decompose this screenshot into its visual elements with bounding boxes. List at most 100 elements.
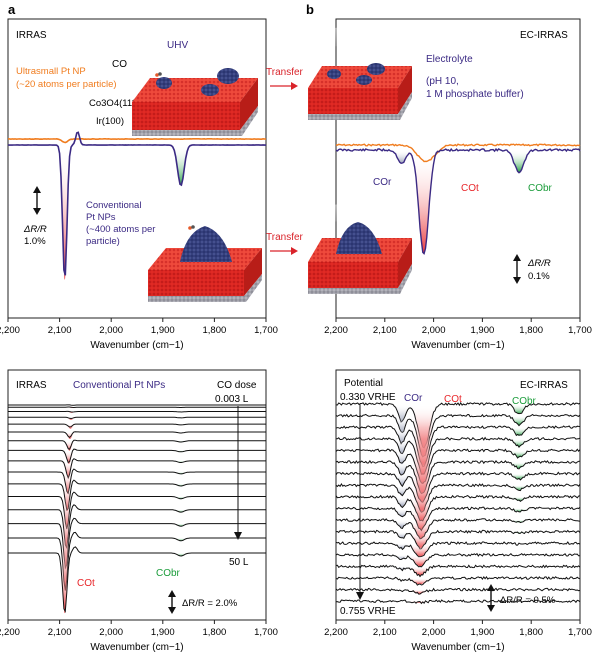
conventional-label-line1: Conventional	[86, 200, 141, 211]
peak-fill-d-cot	[402, 578, 437, 585]
spectrum-d	[335, 425, 581, 468]
x-tick-label: 2,100	[373, 325, 397, 336]
peak-fill-d-cobr	[505, 427, 533, 436]
panel-d-frame	[335, 369, 581, 621]
transfer-label-bottom: Transfer	[266, 232, 304, 243]
scalebar-b-label: ΔR/R	[527, 258, 551, 269]
spectrum-d	[335, 552, 580, 568]
x-tick-label: 1,800	[203, 325, 227, 336]
pt-nanoparticle-3	[201, 84, 219, 96]
electrolyte-label: Electrolyte	[426, 54, 473, 65]
spectrum-d	[335, 587, 581, 595]
peak-label-d-cot: COt	[444, 394, 462, 405]
pt-nanoparticle-1	[217, 68, 239, 84]
x-tick-label: 2,100	[373, 627, 397, 638]
model-ec-conventional	[308, 202, 414, 294]
x-tick-label: 2,200	[0, 325, 20, 336]
scalebar-a-value: 1.0%	[24, 236, 46, 247]
dose-arrow	[234, 406, 242, 540]
spectrum-d	[335, 506, 581, 532]
spectrum-c	[8, 458, 266, 480]
x-tick-label: 1,900	[151, 627, 175, 638]
peak-label-d-cor: COr	[404, 393, 423, 404]
panel-a-frame	[7, 18, 267, 319]
model-uhv-conventional	[148, 225, 262, 302]
substrate-label: Ir(100)	[96, 116, 124, 127]
pt-nanoparticle-large	[180, 226, 232, 262]
x-tick-label: 1,700	[568, 325, 592, 336]
peak-label-b-cot: COt	[461, 183, 479, 194]
peak-fill-b-cobr	[504, 150, 534, 172]
potential-end: 0.755 VRHE	[340, 606, 396, 617]
x-tick-label: 1,900	[471, 627, 495, 638]
spectrum-c	[8, 406, 266, 409]
spectrum-c	[8, 416, 266, 420]
spectrum-d	[335, 471, 581, 503]
peak-fill-d-cor	[391, 554, 413, 559]
spectrum-d	[335, 459, 581, 495]
spectrum-c	[8, 479, 266, 512]
x-tick-label: 1,800	[203, 627, 227, 638]
series-conventional-b	[335, 147, 581, 255]
conventional-label-line2: Pt NPs	[86, 212, 116, 223]
spectrum-c	[8, 491, 266, 530]
panel-d-technique: EC-IRRAS	[520, 380, 568, 391]
x-tick-label: 2,000	[99, 325, 123, 336]
scalebar-b-value: 0.1%	[528, 271, 550, 282]
potential-label: Potential	[344, 378, 383, 389]
pt-nanoparticle-2	[156, 77, 172, 89]
spectrum-c	[8, 504, 266, 550]
x-tick-label: 1,900	[471, 325, 495, 336]
peak-fill-d-cor	[391, 520, 413, 528]
x-axis-label: Wavenumber (cm−1)	[90, 642, 183, 653]
peak-fill-d-cor	[391, 543, 413, 549]
x-tick-label: 1,700	[568, 627, 592, 638]
scalebar-a: ΔR/R 1.0%	[23, 186, 47, 247]
co-label: CO	[112, 59, 127, 70]
axis-a: 2,200 2,100 2,000 1,900 1,800 1,700 Wavenumber…	[0, 318, 278, 351]
x-tick-label: 1,800	[519, 325, 543, 336]
spectrum-d	[335, 564, 581, 578]
spectrum-c	[8, 431, 266, 439]
peak-fill-d-cor	[391, 427, 413, 444]
x-tick-label: 1,900	[151, 325, 175, 336]
ultrasmall-label-line1: Ultrasmall Pt NP	[16, 66, 86, 77]
potential-arrow	[356, 404, 364, 600]
axis-c: 2,200 2,100 2,000 1,900 1,800 1,700 Wavenumber…	[0, 620, 278, 653]
axis-b: 2,200 2,100 2,000 1,900 1,800 1,700 Wavenumber…	[324, 318, 592, 351]
scalebar-a-label: ΔR/R	[23, 224, 47, 235]
peak-fill-d-cobr	[505, 415, 533, 425]
x-tick-label: 2,000	[99, 627, 123, 638]
spectrum-c	[8, 546, 266, 613]
support-label: Co3O4(111)	[89, 98, 140, 109]
spectrum-d	[335, 448, 581, 484]
peak-label-b-cor: COr	[373, 177, 392, 188]
peak-fill-d-cor	[391, 473, 413, 486]
transfer-arrow-bottom: Transfer	[266, 232, 304, 255]
conventional-label-line4: particle)	[86, 236, 120, 247]
uhv-label: UHV	[167, 40, 188, 51]
spectrum-c	[8, 517, 266, 570]
panel-b-technique: EC-IRRAS	[520, 30, 568, 41]
panel-letter-a: a	[8, 2, 16, 17]
model-uhv-ultrasmall	[132, 68, 258, 136]
transfer-label-top: Transfer	[266, 67, 304, 78]
x-tick-label: 1,700	[254, 325, 278, 336]
dose-start: 0.003 L	[215, 394, 249, 405]
series-conventional-a	[7, 131, 266, 276]
series-ultrasmall-a	[8, 137, 267, 144]
potential-start: 0.330 VRHE	[340, 392, 396, 403]
spectrum-d	[335, 401, 581, 449]
spectrum-d	[335, 599, 581, 605]
buffer-label-line1: (pH 10,	[426, 76, 459, 87]
x-axis-label: Wavenumber (cm−1)	[411, 642, 504, 653]
x-tick-label: 1,800	[519, 627, 543, 638]
panel-c-technique: IRRAS	[16, 380, 47, 391]
panel-c-frame	[7, 369, 267, 621]
model-ec-ultrasmall	[308, 25, 418, 120]
panel-a-technique: IRRAS	[16, 30, 47, 41]
spectrum-c	[8, 448, 266, 464]
conventional-label-line3: (~400 atoms per	[86, 224, 155, 235]
spectrum-d	[335, 436, 581, 475]
x-tick-label: 2,000	[422, 325, 446, 336]
